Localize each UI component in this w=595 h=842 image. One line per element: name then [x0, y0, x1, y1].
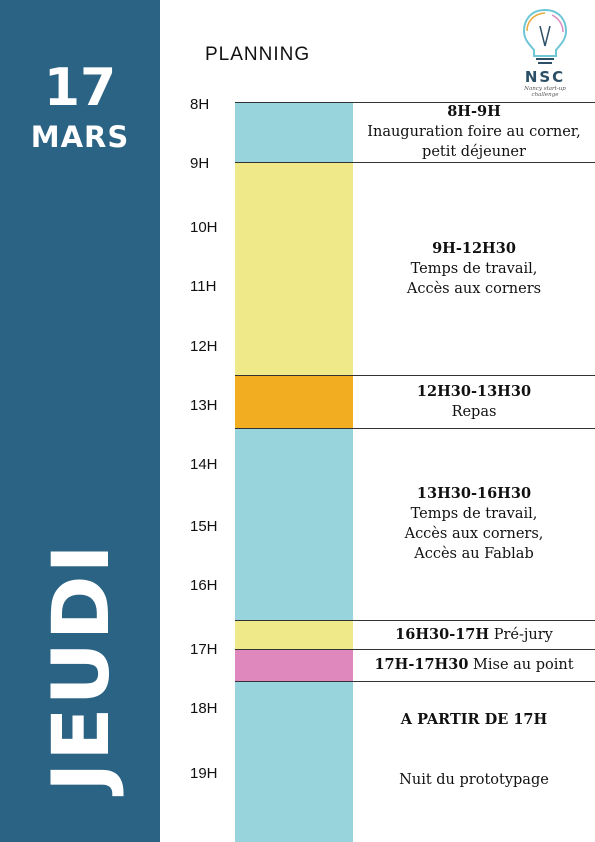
event-time: 12H30-13H30: [416, 382, 532, 400]
divider: [235, 428, 595, 429]
logo-title: NSC: [524, 68, 566, 86]
hour-label: 13H: [190, 397, 218, 414]
event-time: 17H-17H30: [374, 656, 469, 673]
sidebar: 17 MARS JEUDI: [0, 0, 160, 842]
time-bar: [235, 103, 353, 162]
divider: [235, 375, 595, 376]
event-time: 16H30-17H: [395, 625, 490, 643]
event-desc: Nuit du prototypage: [399, 772, 549, 788]
hour-label: 12H: [190, 338, 218, 355]
event-desc: Accès aux corners,: [404, 526, 544, 542]
logo: NSC Nancy start-up challenge: [512, 6, 578, 98]
time-bar: [235, 620, 353, 649]
divider: [235, 620, 595, 621]
page-title: PLANNING: [205, 44, 311, 65]
event-cell: 13H30-16H30 Temps de travail, Accès aux …: [353, 428, 595, 620]
hour-label: 19H: [190, 765, 218, 782]
event-cell: 17H-17H30 Mise au point: [353, 649, 595, 681]
event-desc: Repas: [451, 403, 497, 420]
hour-label: 18H: [190, 700, 218, 717]
time-bar: [235, 162, 353, 375]
event-desc: Accès aux corners: [406, 280, 542, 297]
event-cell: 9H-12H30 Temps de travail, Accès aux cor…: [353, 162, 595, 375]
event-desc: Inauguration foire au corner,: [367, 124, 581, 140]
month-label: MARS: [30, 120, 130, 154]
event-cell: 12H30-13H30 Repas: [353, 375, 595, 428]
hour-label: 14H: [190, 456, 218, 473]
hour-label: 9H: [190, 155, 210, 172]
event-cell: A PARTIR DE 17H Nuit du prototypage: [353, 710, 595, 790]
time-bar: [235, 428, 353, 620]
hour-label: 15H: [190, 518, 218, 535]
hour-label: 10H: [190, 219, 218, 236]
divider: [235, 649, 595, 650]
event-desc: Pré-jury: [493, 626, 553, 643]
event-cell: 16H30-17H Pré-jury: [353, 620, 595, 649]
event-time: 8H-9H: [447, 103, 501, 120]
hour-label: 17H: [190, 641, 218, 658]
day-number: 17: [43, 58, 117, 118]
divider: [235, 162, 595, 163]
logo-subtitle: Nancy start-up challenge: [524, 86, 566, 98]
hour-label: 16H: [190, 577, 218, 594]
time-bar: [235, 649, 353, 681]
time-bar: [235, 681, 353, 842]
event-desc: Accès au Fablab: [414, 546, 534, 562]
event-cell: 8H-9H Inauguration foire au corner, peti…: [353, 102, 595, 162]
event-desc: Mise au point: [473, 657, 574, 673]
event-time: A PARTIR DE 17H: [400, 711, 548, 728]
event-desc: Temps de travail,: [410, 506, 538, 522]
event-desc: Temps de travail,: [410, 260, 538, 277]
divider: [235, 681, 595, 682]
lightbulb-icon: [522, 8, 568, 64]
event-desc: petit déjeuner: [422, 144, 526, 160]
hour-label: 8H: [190, 96, 210, 113]
weekday-label: JEUDI: [37, 542, 127, 792]
event-time: 13H30-16H30: [416, 485, 532, 502]
event-time: 9H-12H30: [432, 239, 516, 257]
time-bar: [235, 375, 353, 428]
divider: [235, 102, 595, 103]
hour-label: 11H: [190, 278, 217, 295]
